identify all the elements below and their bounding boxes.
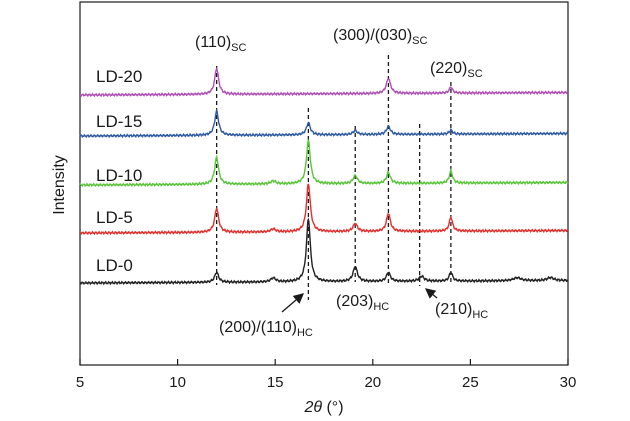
x-tick-label-10: 10 xyxy=(169,374,186,391)
series-line-ld-15 xyxy=(79,108,569,139)
series-label-ld-20: LD-20 xyxy=(96,67,142,86)
arrow-210-hc xyxy=(424,288,438,299)
series-lines xyxy=(79,67,569,286)
x-tick-label-25: 25 xyxy=(462,374,479,391)
annotation-300-030-sc: (300)/(030)SC xyxy=(333,27,427,47)
x-tick-label-20: 20 xyxy=(364,374,381,391)
annotation-200-110-hc: (200)/(110)HC xyxy=(219,319,313,339)
series-line-ld-5 xyxy=(79,183,569,236)
y-axis-title: Intensity xyxy=(51,155,68,215)
series-label-ld-10: LD-10 xyxy=(96,166,142,185)
x-tick-label-15: 15 xyxy=(267,374,284,391)
series-label-ld-5: LD-5 xyxy=(96,208,133,227)
annotation-110-sc: (110)SC xyxy=(195,34,247,54)
series-label-ld-15: LD-15 xyxy=(96,112,142,131)
series-line-ld-20 xyxy=(79,67,569,98)
series-line-ld-10 xyxy=(79,138,569,188)
x-tick-label-30: 30 xyxy=(560,374,577,391)
x-axis-title: 2θ (°) xyxy=(303,399,343,416)
x-axis-ticks: 5 10 15 20 25 30 xyxy=(76,359,577,391)
arrow-200-110-hc xyxy=(281,293,304,313)
series-label-ld-0: LD-0 xyxy=(96,256,133,275)
x-tick-label-5: 5 xyxy=(76,374,84,391)
annotation-210-hc: (210)HC xyxy=(435,301,488,321)
series-line-ld-0 xyxy=(79,217,569,286)
annotation-220-sc: (220)SC xyxy=(430,60,483,80)
annotation-203-hc: (203)HC xyxy=(336,293,389,313)
